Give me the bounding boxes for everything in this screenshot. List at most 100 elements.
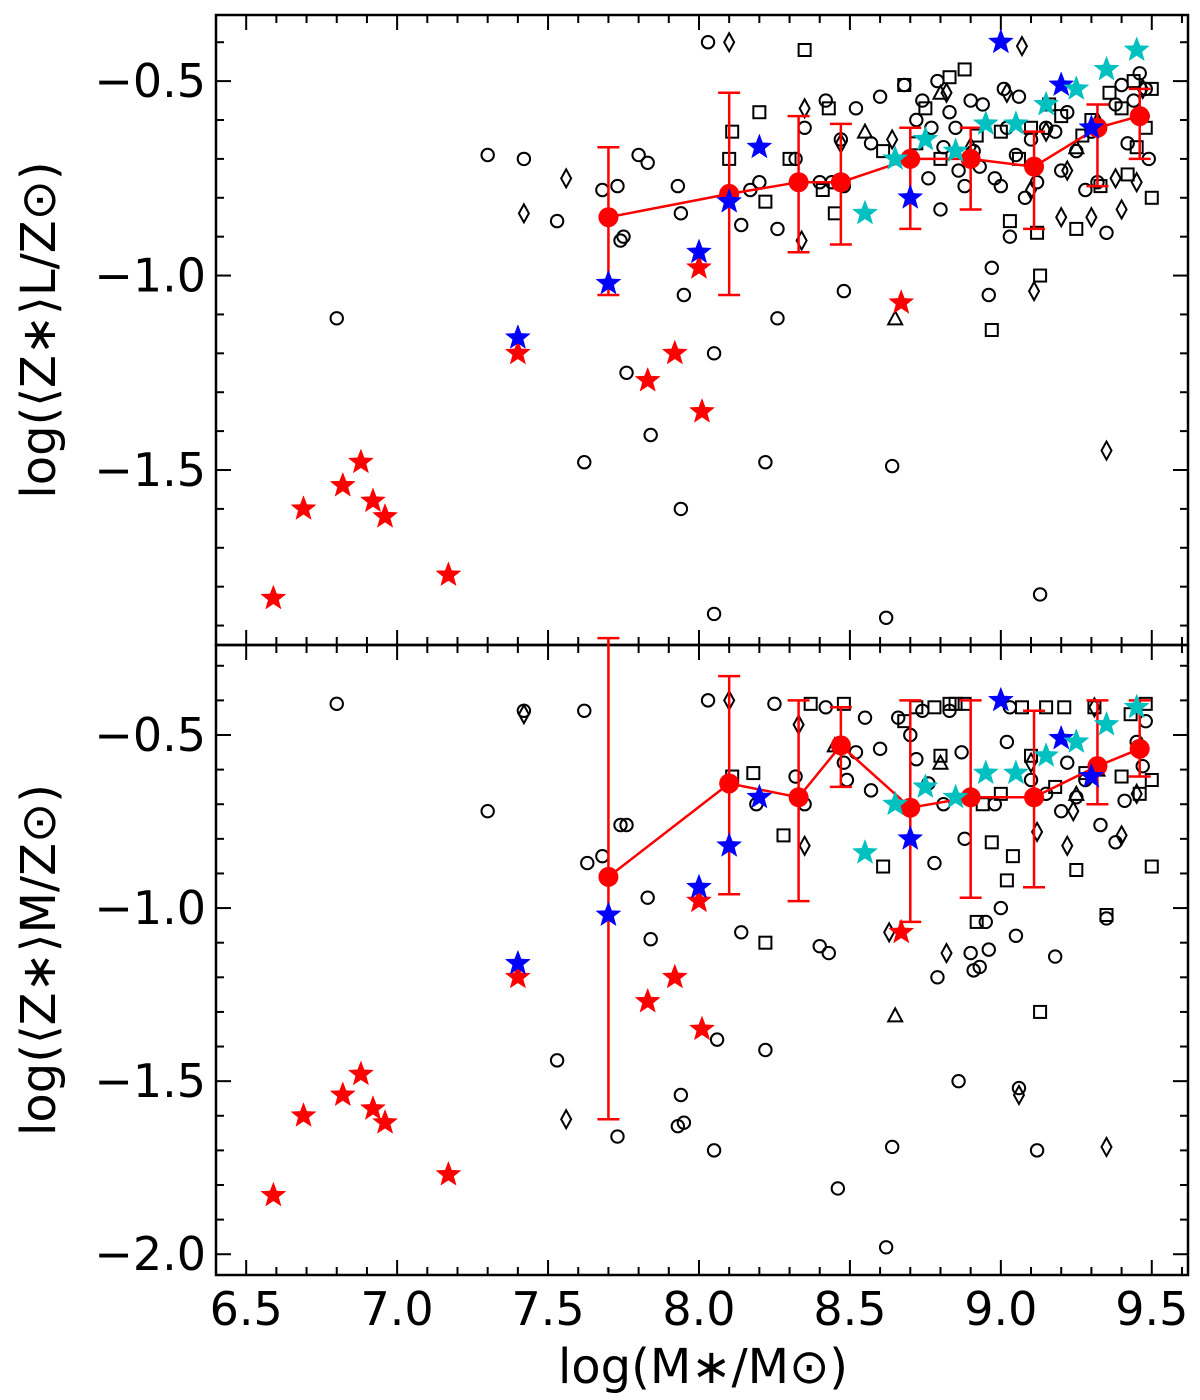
- top-diamond-point: [517, 202, 531, 225]
- top-series-circles: [329, 35, 1156, 625]
- bottom-median-point: [788, 787, 809, 808]
- bottom-diamond-point: [1012, 1083, 1026, 1107]
- top-circle-point: [1023, 132, 1039, 147]
- top-circle-point: [1008, 147, 1024, 163]
- top-circle-point: [981, 287, 996, 303]
- top-square-point: [827, 206, 842, 221]
- top-circle-point: [963, 93, 978, 108]
- top-triangle-point: [886, 309, 904, 326]
- top-ticks: [215, 15, 1188, 645]
- top-square-point: [1114, 101, 1129, 116]
- top-square-point: [1024, 120, 1039, 135]
- top-median-point: [960, 148, 981, 169]
- top-blue-star-point: [716, 187, 743, 213]
- top-median-point: [1129, 106, 1150, 127]
- top-circle-point: [933, 202, 948, 217]
- bottom-circle-point: [643, 932, 658, 947]
- top-circle-point: [975, 97, 990, 112]
- top-diamond-point: [1027, 280, 1041, 303]
- top-square-point: [725, 124, 740, 139]
- top-red-star-point: [372, 502, 399, 528]
- bottom-series-blue-stars: [504, 686, 1105, 975]
- top-median-series: [597, 87, 1151, 297]
- bottom-cyan-star-point: [1093, 710, 1120, 736]
- bottom-circle-point: [930, 970, 945, 985]
- top-square-point: [815, 183, 830, 197]
- bottom-diamond-point: [1115, 824, 1128, 847]
- bottom-triangle-point: [931, 753, 950, 770]
- bottom-circle-point: [836, 755, 852, 770]
- bottom-square-point: [1048, 779, 1063, 794]
- top-circle-point: [673, 501, 689, 517]
- bottom-circle-point: [821, 945, 836, 961]
- bottom-square-point: [1144, 773, 1159, 787]
- top-circle-point: [770, 221, 785, 237]
- bottom-y-axis-label: log(⟨Z∗⟩M/Z⊙): [11, 784, 67, 1136]
- bottom-diamond-point: [883, 921, 896, 944]
- top-circle-point: [884, 458, 900, 474]
- top-circle-point: [700, 35, 716, 50]
- top-diamond-point: [560, 167, 573, 190]
- top-diamond-point: [886, 128, 899, 151]
- x-tick-label: 8.5: [813, 1282, 886, 1336]
- top-square-point: [897, 78, 912, 92]
- bottom-circle-point: [1060, 755, 1075, 770]
- bottom-red-star-point: [688, 1015, 716, 1041]
- bottom-circle-point: [978, 914, 993, 930]
- x-tick-label: 7.0: [361, 1282, 434, 1336]
- top-blue-star-point: [595, 269, 622, 295]
- top-median-point: [900, 148, 921, 169]
- top-diamond-point: [1039, 120, 1053, 143]
- top-circle-point: [619, 365, 634, 380]
- top-square-point: [1126, 74, 1141, 89]
- x-tick-label: 8.0: [662, 1282, 735, 1336]
- top-blue-star-point: [897, 184, 924, 209]
- bottom-blue-star-point: [987, 686, 1014, 712]
- top-circle-point: [734, 217, 749, 233]
- top-cyan-star-point: [1002, 110, 1029, 135]
- top-diamond-point: [1100, 439, 1113, 462]
- bottom-circle-point: [936, 797, 951, 812]
- bottom-diamond-point: [1061, 834, 1074, 857]
- bottom-diamond-point: [560, 1108, 573, 1131]
- bottom-blue-star-point: [897, 825, 924, 850]
- bottom-red-star-point: [634, 987, 661, 1013]
- top-circle-point: [640, 155, 655, 170]
- top-circle-point: [758, 455, 773, 470]
- bottom-median-point: [1129, 738, 1150, 759]
- top-circle-point: [797, 120, 812, 135]
- top-circle-point: [957, 178, 972, 194]
- bottom-diamond-point: [517, 703, 531, 726]
- bottom-circle-point: [1029, 1143, 1045, 1158]
- top-diamond-point: [1115, 198, 1128, 221]
- bottom-circle-point: [709, 1032, 725, 1047]
- top-square-point: [1002, 214, 1017, 229]
- top-circle-point: [706, 346, 722, 361]
- top-square-point: [1144, 190, 1159, 205]
- bottom-circle-point: [706, 1143, 722, 1158]
- bottom-red-star-point: [504, 963, 531, 989]
- top-diamond-point: [723, 31, 736, 54]
- top-square-point: [758, 194, 773, 209]
- bottom-square-point: [746, 766, 761, 781]
- top-circle-point: [676, 287, 692, 303]
- top-diamond-point: [1000, 81, 1014, 104]
- top-circle-point: [921, 171, 936, 186]
- bottom-series-diamonds: [517, 689, 1143, 1158]
- bottom-circle-point: [812, 938, 827, 954]
- bottom-circle-point: [857, 710, 873, 725]
- bottom-circle-point: [580, 855, 595, 871]
- bottom-square-point: [933, 748, 948, 763]
- bottom-series-circles: [329, 693, 1153, 1255]
- top-blue-star-point: [746, 133, 773, 159]
- bottom-red-star-point: [260, 1181, 287, 1207]
- top-diamond-point: [1130, 171, 1143, 194]
- bottom-ticks: [215, 645, 1188, 1275]
- bottom-median-line: [607, 743, 1141, 878]
- bottom-circle-point: [957, 831, 972, 847]
- bottom-red-star-point: [685, 887, 712, 913]
- bottom-square-point: [969, 914, 984, 929]
- top-circle-point: [897, 77, 912, 93]
- top-circle-point: [643, 427, 658, 443]
- top-circle-point: [836, 283, 852, 299]
